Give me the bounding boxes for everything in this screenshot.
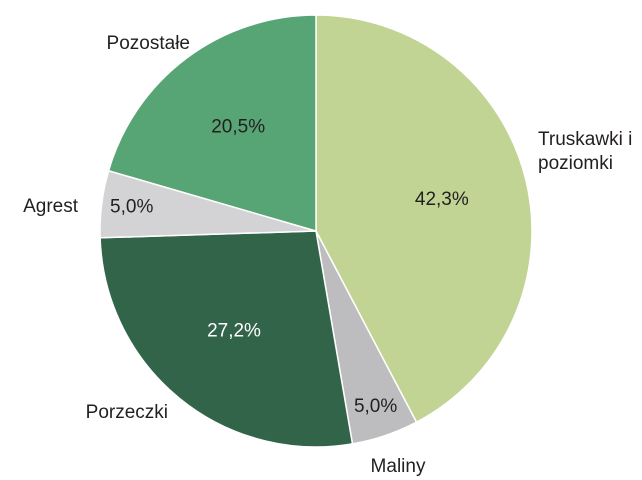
category-label: Pozostałe	[107, 33, 190, 54]
category-label: Truskawki i poziomki	[538, 129, 633, 174]
category-label: Porzeczki	[86, 402, 168, 423]
value-label: 5,0%	[110, 197, 153, 218]
value-label: 42,3%	[415, 189, 469, 210]
pie-slice	[107, 14, 317, 232]
value-label: 20,5%	[211, 116, 265, 137]
pie-slice	[99, 230, 354, 448]
category-label: Agrest	[23, 196, 79, 217]
value-label: 5,0%	[354, 396, 397, 417]
pie-slice	[315, 14, 533, 424]
value-label: 27,2%	[207, 320, 261, 341]
category-label: Maliny	[371, 456, 426, 477]
